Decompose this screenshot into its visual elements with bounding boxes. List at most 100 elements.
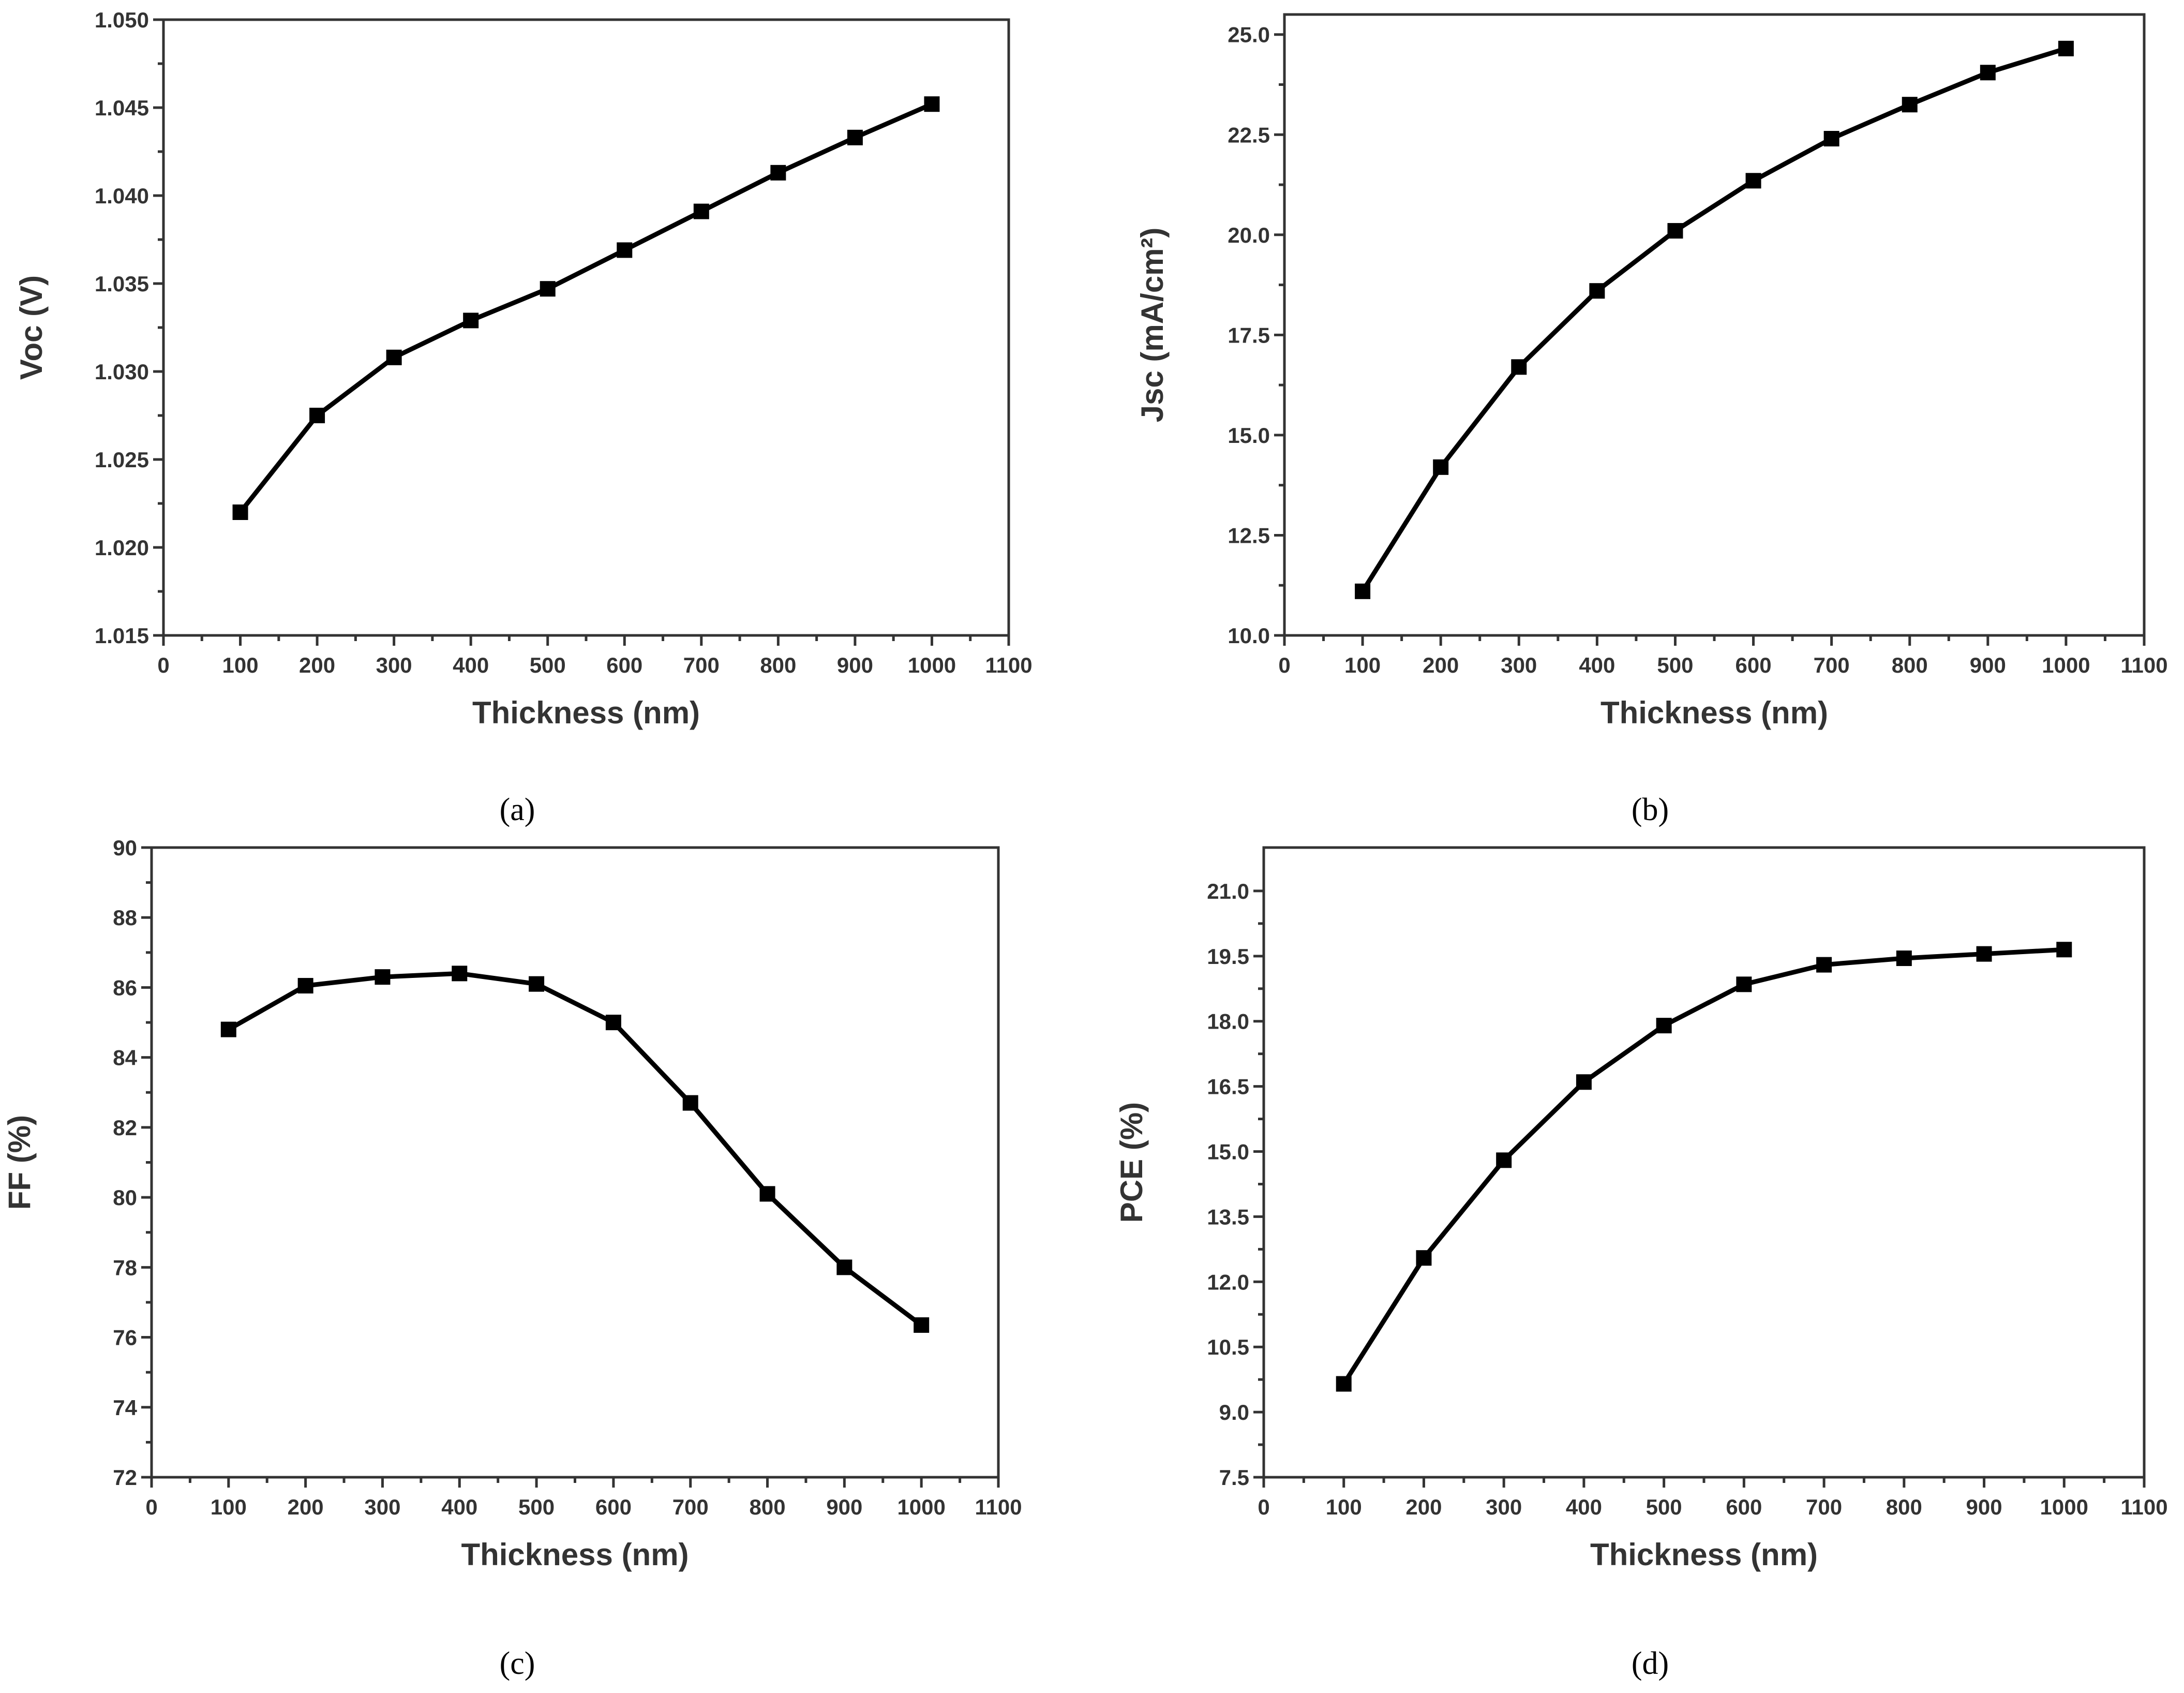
data-point	[1976, 946, 1992, 962]
y-tick-label: 1.045	[95, 96, 149, 120]
x-tick-label: 900	[1970, 653, 2006, 677]
y-tick-label: 10.0	[1228, 623, 1270, 648]
x-tick-label: 300	[376, 653, 412, 677]
x-tick-label: 700	[683, 653, 720, 677]
data-point	[1511, 359, 1527, 375]
data-point	[232, 504, 248, 520]
y-tick-label: 25.0	[1228, 23, 1270, 47]
panel-caption: (d)	[1632, 1646, 1669, 1681]
x-axis-title: Thickness (nm)	[472, 695, 700, 730]
x-tick-label: 500	[1646, 1495, 1682, 1519]
y-tick-label: 15.0	[1207, 1140, 1249, 1164]
data-point	[1736, 976, 1752, 992]
y-tick-label: 1.025	[95, 448, 149, 472]
x-tick-label: 0	[1258, 1495, 1269, 1519]
panel-b-jsc-chart: 0 100 200 300 400 500 600 700 800 900 1000 1100 10.0…	[1135, 13, 2168, 827]
x-tick-label: 300	[1501, 653, 1537, 677]
data-point	[1336, 1376, 1352, 1392]
data-point	[1576, 1074, 1592, 1090]
data-point	[1496, 1152, 1512, 1168]
y-tick-label: 22.5	[1228, 123, 1270, 147]
y-axis-title: Jsc (mA/cm²)	[1135, 228, 1170, 423]
x-tick-label: 800	[760, 653, 796, 677]
x-tick-label: 1000	[2042, 653, 2090, 677]
plot-frame	[1262, 846, 2146, 1479]
data-point	[529, 976, 545, 992]
x-axis-title: Thickness (nm)	[1590, 1537, 1818, 1572]
x-tick-label: 1100	[2120, 653, 2167, 677]
x-tick-label: 600	[595, 1495, 632, 1519]
x-tick-label: 200	[1423, 653, 1459, 677]
data-point	[386, 349, 402, 365]
x-tick-label: 400	[441, 1495, 477, 1519]
data-point	[1896, 951, 1912, 967]
y-tick-label: 12.0	[1207, 1270, 1249, 1294]
data-point	[1355, 583, 1371, 599]
x-tick-label: 200	[288, 1495, 324, 1519]
y-tick-label: 1.015	[95, 623, 149, 648]
y-tick-label: 78	[113, 1255, 137, 1280]
x-axis-title: Thickness (nm)	[461, 1537, 689, 1572]
data-point	[220, 1021, 236, 1037]
x-tick-label: 100	[222, 653, 259, 677]
plot-frame	[162, 18, 1010, 637]
x-tick-label: 600	[1736, 653, 1772, 677]
x-tick-label: 300	[364, 1495, 400, 1519]
data-point	[1823, 131, 1839, 146]
data-point	[297, 978, 313, 994]
x-tick-label: 1000	[2040, 1495, 2088, 1519]
panel-caption: (a)	[500, 792, 535, 827]
x-tick-label: 1100	[2120, 1495, 2167, 1519]
x-tick-label: 500	[530, 653, 566, 677]
data-point	[759, 1186, 775, 1202]
y-tick-label: 18.0	[1207, 1009, 1249, 1034]
y-axis-title: Voc (V)	[14, 275, 49, 380]
x-tick-label: 600	[1726, 1495, 1762, 1519]
x-tick-label: 0	[1278, 653, 1290, 677]
data-point	[540, 281, 556, 297]
x-tick-label: 400	[453, 653, 489, 677]
x-tick-label: 1000	[908, 653, 956, 677]
y-tick-label: 9.0	[1219, 1400, 1249, 1424]
data-point	[2056, 942, 2072, 958]
y-axis-title: PCE (%)	[1114, 1102, 1149, 1223]
x-tick-label: 300	[1486, 1495, 1522, 1519]
y-tick-label: 10.5	[1207, 1335, 1249, 1359]
y-tick-label: 13.5	[1207, 1205, 1249, 1229]
data-point	[693, 203, 709, 219]
y-tick-label: 1.040	[95, 184, 149, 208]
data-point	[847, 129, 863, 145]
x-tick-label: 100	[211, 1495, 247, 1519]
data-point	[2058, 40, 2074, 56]
y-tick-label: 15.0	[1228, 423, 1270, 448]
data-line	[227, 971, 923, 1327]
y-tick-label: 74	[113, 1395, 137, 1420]
x-tick-label: 900	[826, 1495, 862, 1519]
data-point	[924, 96, 940, 112]
x-tick-label: 200	[299, 653, 335, 677]
x-tick-label: 800	[1886, 1495, 1922, 1519]
data-point	[605, 1015, 621, 1031]
data-point	[1416, 1250, 1432, 1266]
data-point	[452, 966, 468, 982]
data-point	[770, 165, 786, 181]
x-tick-label: 100	[1344, 653, 1381, 677]
data-point	[1589, 283, 1605, 299]
y-tick-label: 12.5	[1228, 523, 1270, 547]
data-point	[1816, 957, 1832, 973]
y-axis-title: FF (%)	[2, 1115, 37, 1210]
x-tick-label: 700	[1806, 1495, 1842, 1519]
x-tick-label: 400	[1566, 1495, 1602, 1519]
x-tick-label: 600	[606, 653, 642, 677]
y-tick-label: 19.5	[1207, 944, 1249, 969]
x-tick-label: 1000	[897, 1495, 945, 1519]
y-tick-label: 72	[113, 1465, 137, 1490]
x-tick-label: 0	[157, 653, 169, 677]
y-tick-label: 1.050	[95, 8, 149, 32]
x-tick-label: 100	[1326, 1495, 1362, 1519]
data-point	[309, 408, 325, 423]
y-tick-label: 76	[113, 1326, 137, 1350]
y-tick-label: 1.030	[95, 360, 149, 384]
data-point	[1902, 97, 1918, 113]
x-tick-label: 500	[518, 1495, 555, 1519]
